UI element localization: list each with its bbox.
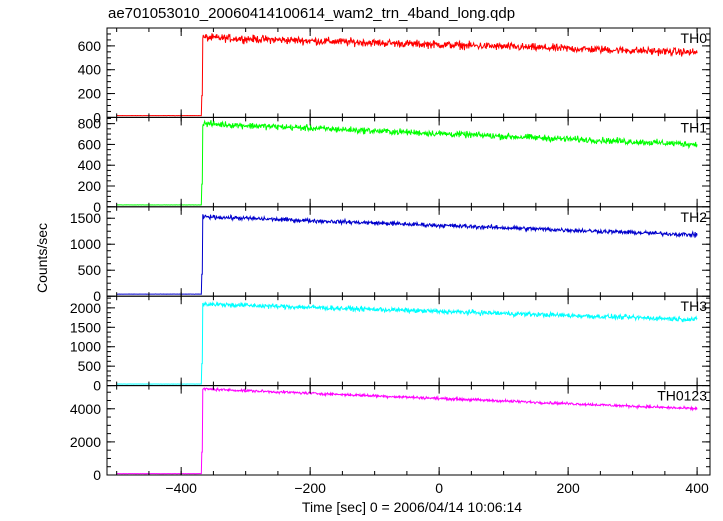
y-tick-label: 200 [78,178,102,194]
y-tick-label: 2000 [70,300,101,316]
y-tick-label: 600 [78,38,102,54]
y-tick-label: 400 [78,157,102,173]
panel-th3: 0 500 1000 1500 2000 TH3 [70,295,711,394]
y-tick-label: 800 [78,116,102,132]
panel-th0: 0 200 400 600 TH0 [78,27,711,125]
series-th1 [116,119,698,206]
y-tick-label: 200 [78,86,102,102]
x-tick-label: −400 [165,480,197,496]
panel-frame [106,27,711,118]
panel-label: TH1 [681,119,708,135]
y-tick-label: 1000 [70,236,101,252]
x-tick-label: 200 [556,480,580,496]
x-axis-label: Time [sec] 0 = 2006/04/14 10:06:14 [302,499,522,515]
y-tick-label: 400 [78,62,102,78]
panel-th2: 0 500 1000 1500 TH2 [70,206,711,304]
y-tick-label: 1500 [70,319,101,335]
panel-frame [106,385,711,476]
panel-th1: 0 200 400 600 800 TH1 [78,116,711,215]
y-tick-label: 1000 [70,339,101,355]
panel-label: TH3 [681,298,708,314]
panels-group: 0 200 400 600 TH0 0 200 400 600 800 TH1 0 500 1000 150… [70,27,711,483]
panel-frame [106,206,711,297]
y-tick-label: 0 [93,199,101,215]
y-tick-label: 0 [93,378,101,394]
series-th0 [116,33,698,117]
y-tick-label: 500 [78,358,102,374]
panel-label: TH0123 [657,388,707,404]
x-axis: −400 −200 0 200 400 [165,480,709,496]
y-tick-label: 0 [93,467,101,483]
y-axis-label: Counts/sec [34,223,50,293]
y-tick-label: 4000 [70,401,101,417]
x-tick-label: 0 [435,480,443,496]
series-th0123 [116,386,698,475]
series-th2 [116,214,698,295]
series-th3 [116,300,698,385]
panel-label: TH0 [681,30,708,46]
y-tick-label: 600 [78,136,102,152]
y-tick-label: 0 [93,109,101,125]
y-tick-label: 500 [78,262,102,278]
x-tick-label: 400 [685,480,709,496]
x-tick-label: −200 [294,480,326,496]
y-tick-label: 0 [93,288,101,304]
chart-title: ae701053010_20060414100614_wam2_trn_4ban… [108,5,515,22]
y-tick-label: 2000 [70,434,101,450]
y-tick-label: 1500 [70,210,101,226]
panel-th0123: 0 2000 4000 TH0123 [70,385,711,483]
panel-label: TH2 [681,209,708,225]
